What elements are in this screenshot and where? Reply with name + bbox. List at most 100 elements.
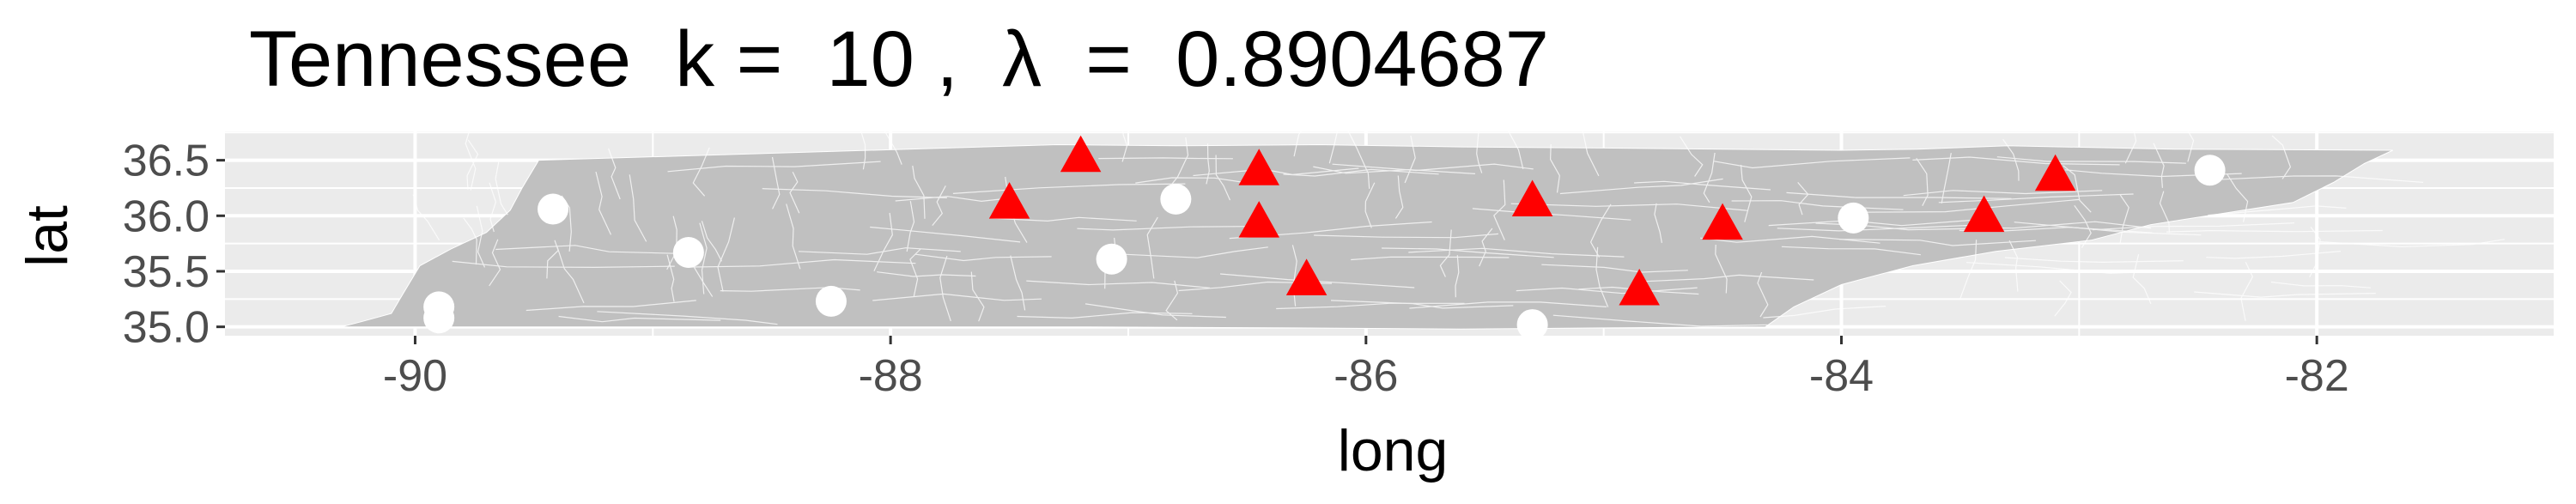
county-border <box>939 255 951 322</box>
y-axis: 35.0 35.5 36.0 36.5 <box>123 137 225 353</box>
x-tick-label: -88 <box>859 351 923 401</box>
county-border <box>476 205 486 268</box>
county-border <box>2318 239 2505 248</box>
circle-point <box>423 302 455 334</box>
county-border <box>1394 175 1404 219</box>
y-axis-title: lat <box>15 205 80 267</box>
county-border <box>489 182 497 233</box>
county-border <box>1815 222 1992 231</box>
triangle-point <box>1619 268 1660 306</box>
county-border <box>2008 240 2019 292</box>
circle-point <box>672 236 704 268</box>
county-border <box>1165 280 1179 321</box>
county-border <box>1455 255 1460 298</box>
county-border <box>1700 235 1880 244</box>
county-border <box>717 217 735 292</box>
county-border <box>1636 274 1814 282</box>
county-border <box>1408 247 1625 258</box>
county-border <box>1084 303 1226 319</box>
county-border <box>1476 131 1483 173</box>
county-border <box>595 171 612 235</box>
county-border <box>1714 157 1911 169</box>
county-border <box>558 315 721 323</box>
county-border <box>1966 262 2186 274</box>
county-border <box>1781 246 1921 256</box>
county-border <box>1098 157 1233 160</box>
county-border <box>1916 157 1929 206</box>
county-border <box>1768 219 1974 227</box>
county-border <box>1116 246 1268 258</box>
county-border <box>1026 280 1210 288</box>
county-border <box>495 245 696 255</box>
county-border <box>1347 131 1370 189</box>
triangle-point <box>1060 135 1102 173</box>
county-border <box>1763 306 1886 319</box>
county-border <box>1508 131 1524 170</box>
county-border <box>786 203 801 270</box>
county-border <box>1559 178 1723 195</box>
county-border <box>912 165 926 219</box>
county-border <box>2004 257 2184 264</box>
x-tick-label: -90 <box>383 351 447 401</box>
y-tick-label: 36.5 <box>123 137 210 186</box>
county-border <box>1215 155 1231 201</box>
x-tick-label: -84 <box>1809 351 1874 401</box>
county-border <box>1862 198 2080 213</box>
county-border <box>2014 222 2202 236</box>
county-border <box>2271 135 2292 179</box>
chart-title: Tennessee k = 10 , λ = 0.8904687 <box>249 15 1549 103</box>
county-border <box>667 161 881 173</box>
county-border <box>1276 302 1465 310</box>
county-border <box>1996 156 2186 164</box>
county-border <box>1715 244 1728 294</box>
circle-point <box>2194 155 2226 186</box>
county-border <box>2093 222 2295 231</box>
data-points <box>423 135 2226 336</box>
county-border <box>1135 177 1244 184</box>
county-border <box>1634 180 1771 191</box>
county-border <box>1703 152 1716 203</box>
circle-point <box>1096 243 1127 275</box>
county-border <box>2309 227 2321 278</box>
county-border <box>1404 135 1416 184</box>
county-border <box>1010 255 1026 311</box>
circle-point <box>1516 309 1548 336</box>
county-border <box>466 139 479 190</box>
triangle-point <box>2034 154 2076 191</box>
county-border <box>1959 240 1978 300</box>
county-border <box>1595 246 1609 307</box>
county-border <box>909 248 921 297</box>
county-border <box>873 212 893 271</box>
county-border <box>608 148 621 200</box>
county-border <box>2217 175 2424 183</box>
county-border <box>1510 203 1747 211</box>
county-border <box>952 183 1186 194</box>
triangle-point <box>1702 203 1743 240</box>
county-border <box>2074 204 2092 248</box>
x-axis: -90 -88 -86 -84 -82 <box>383 336 2349 401</box>
triangle-point <box>1285 258 1327 295</box>
x-tick-label: -82 <box>2285 351 2349 401</box>
county-border <box>1516 287 1698 295</box>
county-border <box>1193 167 1359 177</box>
triangle-point <box>1511 179 1553 216</box>
county-border <box>2206 251 2341 259</box>
county-border <box>463 217 477 265</box>
county-border <box>2240 262 2254 321</box>
county-border <box>465 131 477 191</box>
triangle-point <box>988 182 1030 219</box>
county-border <box>1654 203 1662 244</box>
county-border <box>597 311 778 325</box>
county-border <box>870 226 1021 243</box>
county-border <box>1493 179 1506 240</box>
county-border <box>915 253 1052 262</box>
county-border <box>789 172 800 214</box>
county-border <box>666 216 677 270</box>
county-border <box>452 260 675 269</box>
county-border <box>1786 191 2012 199</box>
county-border <box>666 254 675 302</box>
county-border <box>1541 264 1688 273</box>
county-border <box>895 196 1012 203</box>
county-border <box>2194 291 2376 298</box>
